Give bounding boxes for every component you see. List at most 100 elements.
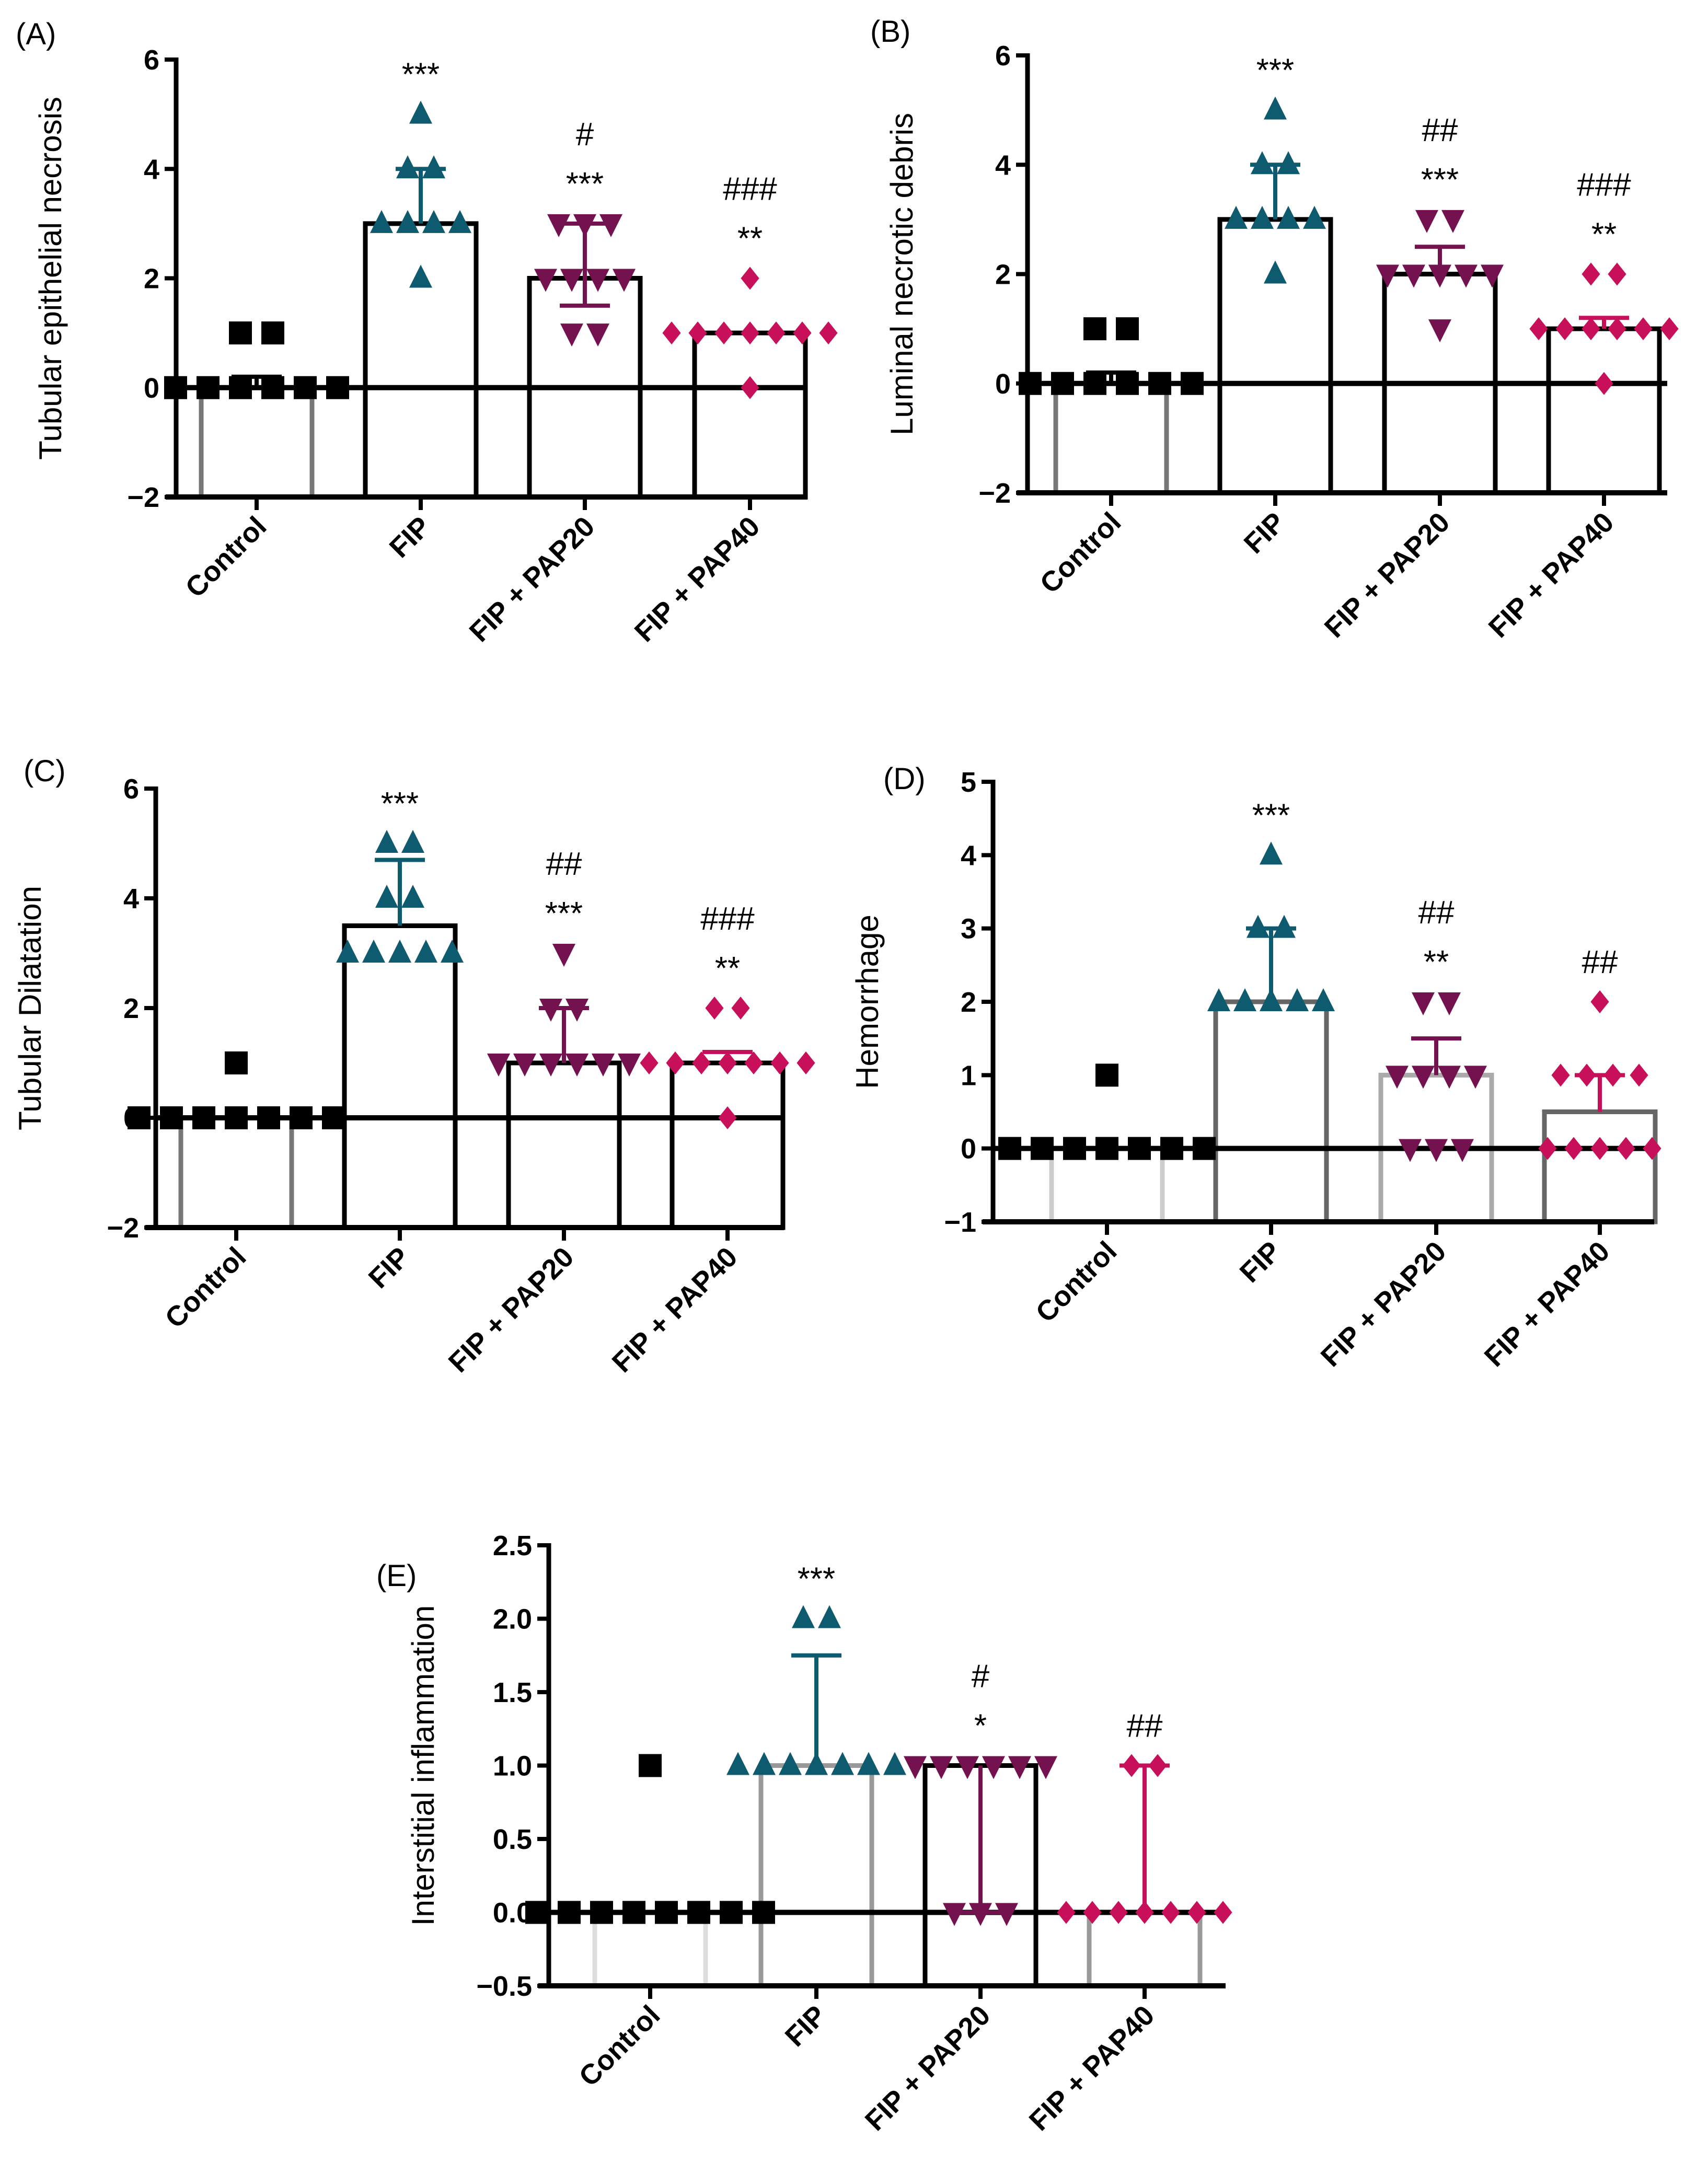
y-tick-label: 5	[961, 767, 976, 798]
data-point-diamond	[1582, 262, 1600, 286]
data-point-triangle-up	[422, 210, 445, 233]
data-point-triangle-up	[753, 1752, 776, 1775]
y-tick-label: 2.0	[493, 1604, 532, 1635]
data-point-diamond	[1135, 1901, 1154, 1924]
panel-label: (E)	[376, 1559, 417, 1593]
data-point-triangle-up	[818, 1605, 841, 1628]
data-point-square	[1160, 1137, 1183, 1160]
x-tick-label: Control	[159, 1241, 252, 1334]
data-point-diamond	[714, 321, 733, 345]
y-tick-label: 0	[144, 373, 159, 404]
data-point-diamond	[1643, 1137, 1661, 1160]
data-point-triangle-down	[534, 269, 557, 292]
data-point-square	[1193, 1137, 1216, 1160]
significance-annotation: ##	[1418, 895, 1455, 931]
y-tick-label: 2.5	[493, 1530, 532, 1561]
data-point-triangle-down	[1428, 264, 1451, 288]
data-point-square	[1063, 1137, 1086, 1160]
significance-annotation: **	[1591, 217, 1617, 253]
data-point-square	[164, 376, 187, 399]
data-point-diamond	[797, 1051, 815, 1074]
data-point-diamond	[688, 321, 707, 345]
data-point-triangle-up	[779, 1752, 802, 1775]
data-point-triangle-up	[1225, 205, 1248, 229]
data-point-diamond	[819, 321, 838, 345]
y-tick-label: 3	[961, 913, 976, 945]
data-point-triangle-down	[904, 1756, 927, 1779]
data-point-triangle-down	[592, 1054, 615, 1077]
y-axis-label: Hemorrhage	[850, 915, 885, 1089]
x-tick-label: FIP + PAP40	[1479, 1235, 1616, 1373]
data-point-triangle-down	[513, 1054, 536, 1077]
data-point-square	[752, 1901, 775, 1924]
bar-4	[1546, 326, 1662, 495]
data-point-triangle-down	[560, 323, 583, 347]
x-tick-label: FIP + PAP20	[859, 1999, 997, 2137]
data-point-square	[128, 1106, 151, 1129]
data-point-triangle-down	[1412, 1066, 1435, 1089]
data-point-diamond	[793, 321, 812, 345]
data-point-triangle-up	[422, 155, 445, 179]
data-point-diamond	[1590, 1137, 1609, 1160]
data-point-diamond	[1608, 262, 1626, 286]
x-tick-label: FIP	[1238, 506, 1291, 560]
bar-2	[1217, 217, 1333, 495]
x-tick-label: FIP + PAP20	[443, 1241, 580, 1379]
data-point-triangle-up	[375, 830, 398, 853]
significance-annotation: *	[974, 1708, 987, 1744]
data-point-triangle-up	[362, 940, 385, 963]
data-point-triangle-down	[539, 999, 562, 1022]
data-point-diamond	[1083, 1901, 1102, 1924]
data-point-triangle-down	[1034, 1756, 1057, 1779]
data-point-square	[1083, 317, 1106, 341]
data-point-square	[326, 376, 349, 399]
x-tick-label: FIP	[363, 1241, 416, 1294]
data-point-square	[290, 1106, 313, 1129]
data-point-triangle-up	[1260, 988, 1283, 1011]
y-tick-label: 2	[144, 263, 159, 295]
data-point-diamond	[1608, 317, 1626, 341]
data-point-triangle-up	[1303, 205, 1326, 229]
data-point-diamond	[1630, 1063, 1648, 1087]
data-point-triangle-up	[1251, 151, 1274, 175]
y-tick-label: 1	[961, 1060, 976, 1091]
data-point-square	[197, 376, 220, 399]
data-point-triangle-up	[1277, 151, 1300, 175]
data-point-square	[1116, 317, 1139, 341]
significance-annotation: #	[576, 117, 594, 153]
y-tick-label: 0	[995, 368, 1011, 400]
significance-annotation: ***	[1256, 53, 1294, 89]
data-point-square	[229, 321, 252, 345]
data-point-triangle-up	[375, 885, 398, 908]
data-point-triangle-up	[792, 1605, 815, 1628]
data-point-triangle-up	[1277, 205, 1300, 229]
data-point-diamond	[1122, 1754, 1141, 1777]
significance-annotation: ***	[545, 896, 583, 932]
data-point-triangle-down	[1438, 1066, 1461, 1089]
significance-annotation: ###	[1577, 167, 1631, 203]
data-point-triangle-up	[1207, 988, 1230, 1011]
data-point-triangle-up	[388, 940, 411, 963]
data-point-diamond	[1551, 1063, 1570, 1087]
chart-panel-d: (D) Hemorrhage −1 0 1 2 3 4 5 Control FIP *** FIP + …	[850, 762, 1661, 1373]
bar-4	[670, 1060, 786, 1230]
data-point-triangle-up	[726, 1752, 749, 1775]
data-point-triangle-up	[1260, 841, 1283, 865]
data-point-square	[192, 1106, 215, 1129]
data-point-diamond	[741, 376, 759, 399]
data-point-triangle-up	[401, 885, 424, 908]
data-point-diamond	[692, 1051, 711, 1074]
y-tick-label: 4	[144, 154, 159, 185]
significance-annotation: #	[972, 1659, 990, 1695]
data-point-diamond	[741, 267, 759, 290]
significance-annotation: ***	[402, 57, 440, 93]
y-tick-label: 4	[123, 883, 139, 915]
data-point-triangle-down	[566, 1054, 588, 1077]
bar-1	[1053, 381, 1169, 495]
data-point-triangle-up	[1251, 205, 1274, 229]
panel-label: (C)	[24, 754, 66, 788]
bar-1	[199, 385, 315, 500]
data-point-square	[229, 376, 252, 399]
data-point-triangle-up	[414, 940, 437, 963]
